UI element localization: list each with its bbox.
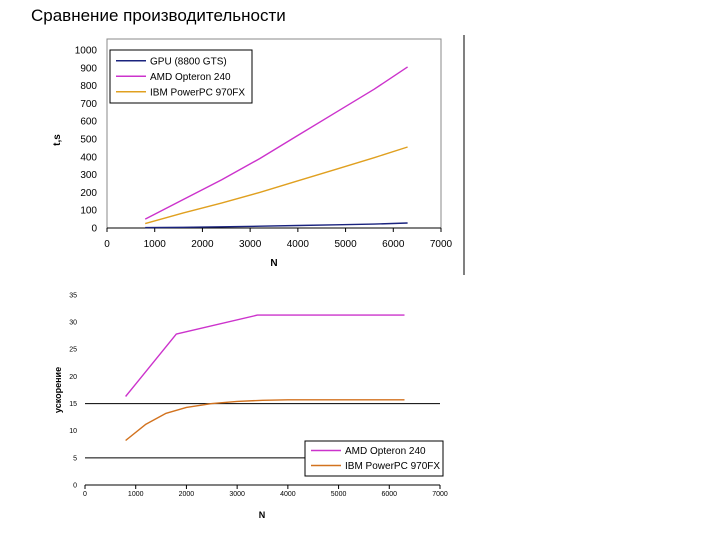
y-tick-label: 900 (80, 63, 97, 74)
x-tick-label: 3000 (239, 239, 262, 250)
y-tick-label: 15 (69, 401, 77, 408)
x-tick-label: 7000 (430, 239, 453, 250)
x-tick-label: 2000 (179, 491, 195, 498)
series-line (125, 399, 405, 442)
slide-title: Сравнение производительности (31, 6, 286, 25)
legend-label: IBM PowerPC 970FX (150, 87, 245, 98)
x-axis-title: N (259, 510, 266, 520)
series-line (125, 314, 405, 397)
x-tick-label: 2000 (191, 239, 214, 250)
y-tick-label: 20 (69, 374, 77, 381)
y-tick-label: 10 (69, 428, 77, 435)
legend-label: IBM PowerPC 970FX (345, 461, 440, 472)
x-axis-title: N (270, 258, 277, 269)
y-tick-label: 600 (80, 117, 97, 128)
y-tick-label: 800 (80, 81, 97, 92)
x-tick-label: 7000 (432, 491, 448, 498)
legend-label: AMD Opteron 240 (150, 72, 231, 83)
x-tick-label: 5000 (334, 239, 357, 250)
x-tick-label: 6000 (381, 491, 397, 498)
y-tick-label: 30 (69, 320, 77, 327)
x-tick-label: 1000 (144, 239, 167, 250)
y-tick-label: 500 (80, 135, 97, 146)
y-tick-label: 200 (80, 188, 97, 199)
x-tick-label: 1000 (128, 491, 144, 498)
y-tick-label: 400 (80, 152, 97, 163)
x-tick-label: 4000 (280, 491, 296, 498)
x-tick-label: 0 (83, 491, 87, 498)
y-tick-label: 5 (73, 455, 77, 462)
y-axis-title: t,s (52, 134, 63, 146)
y-tick-label: 1000 (75, 46, 98, 57)
x-tick-label: 4000 (287, 239, 310, 250)
y-tick-label: 300 (80, 170, 97, 181)
series-line (145, 146, 408, 225)
legend-label: GPU (8800 GTS) (150, 56, 227, 67)
x-tick-label: 3000 (229, 491, 245, 498)
y-tick-label: 0 (73, 482, 77, 489)
x-tick-label: 0 (104, 239, 110, 250)
y-axis-title: ускорение (53, 367, 63, 413)
x-tick-label: 5000 (331, 491, 347, 498)
series-line (144, 66, 408, 220)
y-tick-label: 100 (80, 206, 97, 217)
y-tick-label: 700 (80, 99, 97, 110)
y-tick-label: 25 (69, 347, 77, 354)
y-tick-label: 35 (69, 292, 77, 299)
legend-label: AMD Opteron 240 (345, 446, 426, 457)
y-tick-label: 0 (91, 224, 97, 235)
legend-box (304, 440, 444, 477)
series-line (145, 222, 408, 229)
x-tick-label: 6000 (382, 239, 405, 250)
